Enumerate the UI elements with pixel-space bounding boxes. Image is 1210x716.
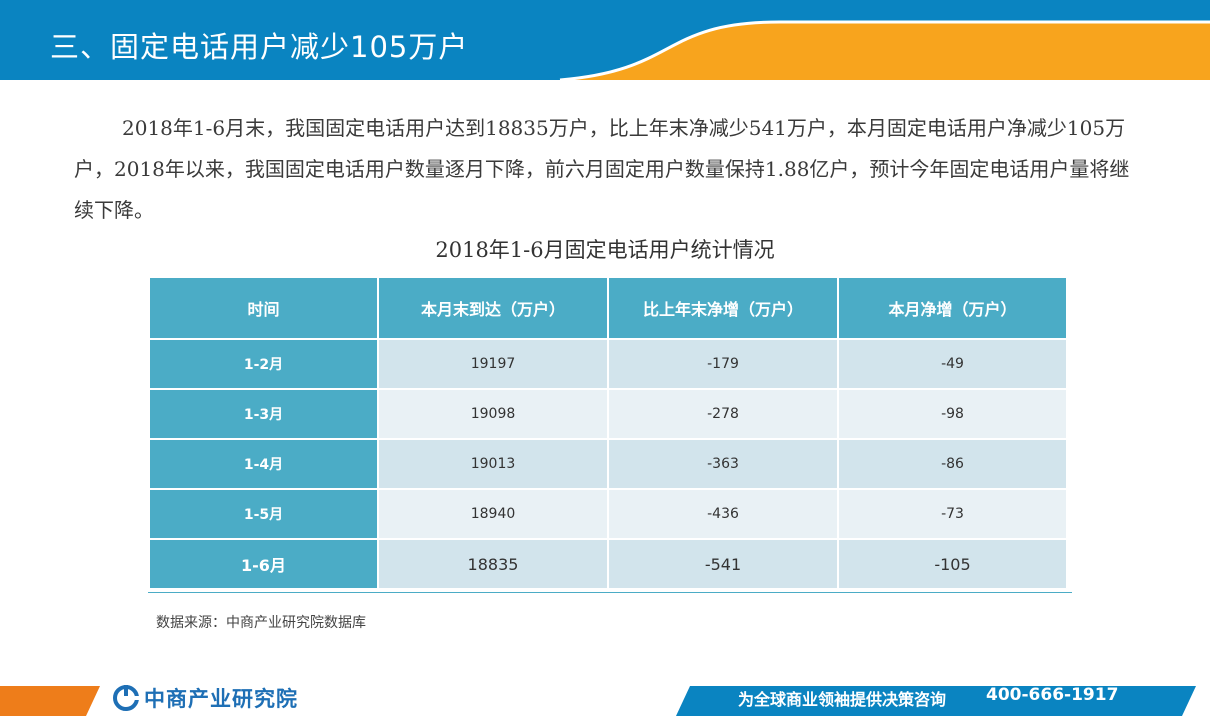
stats-table: 时间 本月末到达（万户） 比上年末净增（万户） 本月净增（万户） 1-2月 19…	[148, 276, 1068, 590]
table-row: 1-4月 19013 -363 -86	[148, 438, 1068, 490]
cell-ytd: -363	[607, 438, 839, 490]
cell-month: -49	[837, 338, 1068, 390]
table-row: 1-5月 18940 -436 -73	[148, 488, 1068, 540]
footer-phone: 400-666-1917	[986, 685, 1119, 705]
askci-logo-icon	[113, 685, 139, 711]
table-row: 1-2月 19197 -179 -49	[148, 338, 1068, 390]
intro-paragraph: 2018年1-6月末，我国固定电话用户达到18835万户，比上年末净减少541万…	[74, 116, 1130, 222]
cell-time: 1-6月	[148, 538, 379, 590]
cell-total: 19197	[377, 338, 609, 390]
cell-month: -105	[837, 538, 1068, 590]
footer-bar	[0, 680, 1210, 716]
cell-time: 1-3月	[148, 388, 379, 440]
header-banner: 三、固定电话用户减少105万户	[0, 0, 1210, 80]
cell-time: 1-4月	[148, 438, 379, 490]
footer-slogan: 为全球商业领袖提供决策咨询	[738, 690, 947, 709]
data-source-note: 数据来源：中商产业研究院数据库	[156, 615, 366, 631]
footer-logo-text: 中商产业研究院	[144, 687, 298, 711]
table-bottom-rule	[148, 592, 1072, 593]
table-title: 2018年1-6月固定电话用户统计情况	[435, 238, 775, 262]
header-background	[0, 0, 1210, 80]
table-row: 1-6月 18835 -541 -105	[148, 538, 1068, 590]
cell-month: -73	[837, 488, 1068, 540]
cell-month: -98	[837, 388, 1068, 440]
cell-time: 1-2月	[148, 338, 379, 390]
cell-ytd: -179	[607, 338, 839, 390]
table-header-row: 时间 本月末到达（万户） 比上年末净增（万户） 本月净增（万户）	[148, 276, 1068, 340]
cell-ytd: -278	[607, 388, 839, 440]
table-row: 1-3月 19098 -278 -98	[148, 388, 1068, 440]
cell-total: 18940	[377, 488, 609, 540]
cell-ytd: -541	[607, 538, 839, 590]
cell-time: 1-5月	[148, 488, 379, 540]
cell-total: 19013	[377, 438, 609, 490]
column-header-month: 本月净增（万户）	[837, 276, 1068, 340]
cell-ytd: -436	[607, 488, 839, 540]
page-title: 三、固定电话用户减少105万户	[50, 30, 469, 64]
column-header-total: 本月末到达（万户）	[377, 276, 609, 340]
footer-background	[0, 686, 1196, 716]
column-header-ytd: 比上年末净增（万户）	[607, 276, 839, 340]
cell-total: 19098	[377, 388, 609, 440]
cell-month: -86	[837, 438, 1068, 490]
cell-total: 18835	[377, 538, 609, 590]
column-header-time: 时间	[148, 276, 379, 340]
